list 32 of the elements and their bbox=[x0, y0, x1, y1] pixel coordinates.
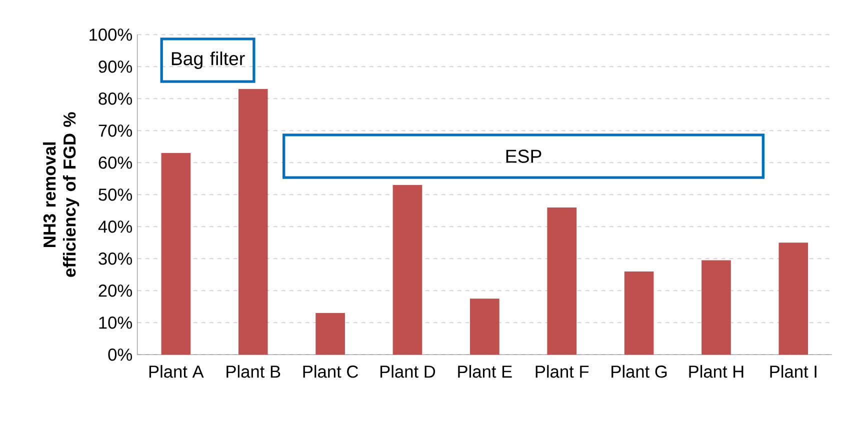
bar bbox=[161, 153, 191, 355]
y-tick-label: 100% bbox=[90, 28, 132, 41]
bar bbox=[316, 313, 345, 355]
bar bbox=[778, 242, 808, 355]
y-tick-label: 60% bbox=[98, 156, 132, 169]
x-tick-label: Plant F bbox=[536, 365, 589, 378]
annotation: Bag filter bbox=[172, 52, 245, 70]
y-tick-label: 90% bbox=[98, 60, 132, 73]
y-tick-label: 50% bbox=[98, 188, 132, 201]
x-tick-label: Plant G bbox=[612, 365, 667, 378]
x-tick-label: Plant E bbox=[458, 365, 512, 378]
x-tick-label: Plant I bbox=[770, 365, 816, 378]
y-axis-title: NH3 removal efficiency of FGD % bbox=[42, 112, 80, 277]
x-tick-label: Plant H bbox=[689, 365, 744, 378]
y-tick-label: 0% bbox=[108, 348, 132, 361]
y-tick-label: 70% bbox=[98, 124, 132, 137]
x-tick-label: Plant C bbox=[303, 365, 358, 378]
bar bbox=[702, 260, 731, 355]
annotation: ESP bbox=[506, 150, 542, 164]
bar bbox=[470, 298, 500, 355]
bar bbox=[547, 208, 577, 355]
x-tick-label: Plant A bbox=[149, 365, 204, 378]
y-tick-label: 40% bbox=[98, 220, 132, 233]
y-tick-label: 20% bbox=[98, 284, 132, 297]
bar bbox=[238, 89, 268, 355]
y-tick-label: 30% bbox=[98, 252, 132, 265]
x-tick-label: Plant B bbox=[226, 365, 280, 378]
bar bbox=[624, 272, 654, 355]
y-tick-label: 10% bbox=[99, 316, 132, 329]
y-tick-label: 80% bbox=[98, 92, 132, 105]
bar bbox=[392, 185, 422, 355]
x-tick-label: Plant D bbox=[380, 365, 436, 378]
